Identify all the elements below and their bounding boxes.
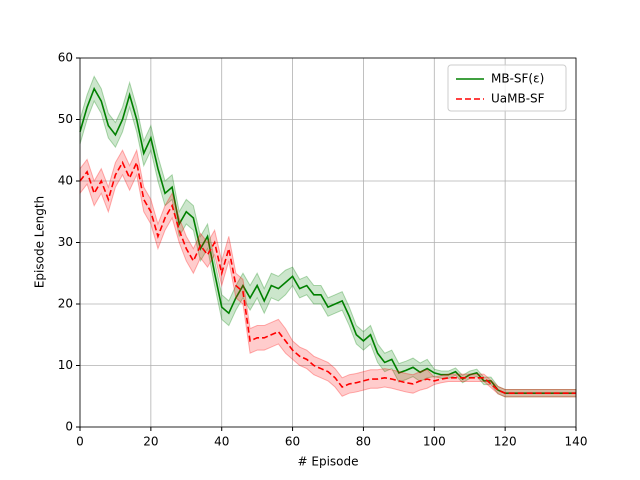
y-tick-label: 60 bbox=[58, 51, 73, 65]
x-axis-label: # Episode bbox=[298, 455, 359, 469]
y-tick-label: 30 bbox=[58, 235, 73, 249]
y-tick-label: 20 bbox=[58, 297, 73, 311]
x-tick-label: 100 bbox=[423, 435, 446, 449]
legend-label: UaMB-SF bbox=[491, 92, 545, 106]
x-tick-label: 60 bbox=[285, 435, 300, 449]
x-tick-label: 120 bbox=[494, 435, 517, 449]
x-tick-label: 0 bbox=[76, 435, 84, 449]
error-band bbox=[79, 148, 577, 398]
x-tick-label: 80 bbox=[356, 435, 371, 449]
legend-label: MB-SF(ε) bbox=[491, 72, 544, 86]
line bbox=[79, 159, 576, 394]
line bbox=[79, 86, 576, 394]
x-tick-label: 140 bbox=[565, 435, 588, 449]
y-axis-label: Episode Length bbox=[33, 196, 47, 288]
x-tick-label: 20 bbox=[143, 435, 158, 449]
y-tick-label: 10 bbox=[58, 358, 73, 372]
y-tick-label: 0 bbox=[65, 420, 73, 434]
y-tick-label: 50 bbox=[58, 112, 73, 126]
plot-frame bbox=[79, 57, 577, 428]
y-tick-label: 40 bbox=[58, 174, 73, 188]
x-tick-label: 40 bbox=[214, 435, 229, 449]
